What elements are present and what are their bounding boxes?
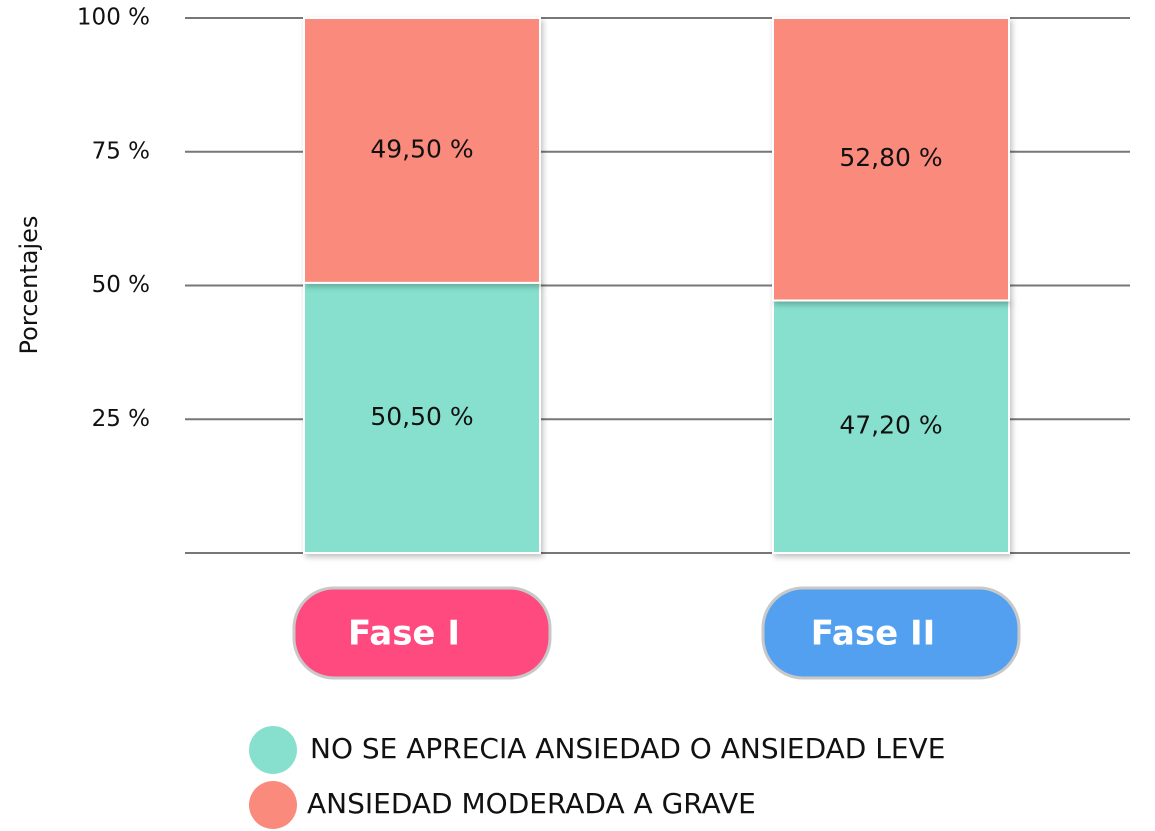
y-tick-label: 25 % bbox=[92, 406, 150, 432]
bar-segment bbox=[772, 17, 1010, 302]
legend: NO SE APRECIA ANSIEDAD O ANSIEDAD LEVE AN… bbox=[249, 726, 945, 829]
legend-swatch bbox=[249, 726, 297, 774]
x-tick-label: Fase I bbox=[348, 614, 460, 654]
legend-label: NO SE APRECIA ANSIEDAD O ANSIEDAD LEVE bbox=[310, 732, 945, 765]
value-label: 52,80 % bbox=[839, 143, 942, 172]
bar-segment bbox=[303, 281, 541, 554]
category-pill bbox=[292, 586, 552, 680]
legend-label: ANSIEDAD MODERADA A GRAVE bbox=[307, 787, 756, 820]
categories: Fase I Fase II bbox=[292, 586, 1021, 680]
bars: 50,50 % 49,50 % 47,20 % 52,80 % bbox=[303, 17, 1010, 555]
bar-segment bbox=[303, 17, 541, 284]
bar-segment bbox=[772, 299, 1010, 555]
value-label: 50,50 % bbox=[370, 402, 473, 431]
y-tick-label: 75 % bbox=[92, 138, 150, 164]
y-tick-label: 100 % bbox=[77, 5, 150, 31]
y-axis-label: Porcentajes bbox=[15, 216, 43, 355]
value-label: 49,50 % bbox=[370, 134, 473, 163]
category-pill bbox=[761, 586, 1021, 680]
legend-swatch bbox=[249, 781, 297, 829]
y-tick-label: 50 % bbox=[92, 272, 150, 298]
x-tick-label: Fase II bbox=[811, 614, 936, 654]
value-label: 47,20 % bbox=[839, 411, 942, 440]
